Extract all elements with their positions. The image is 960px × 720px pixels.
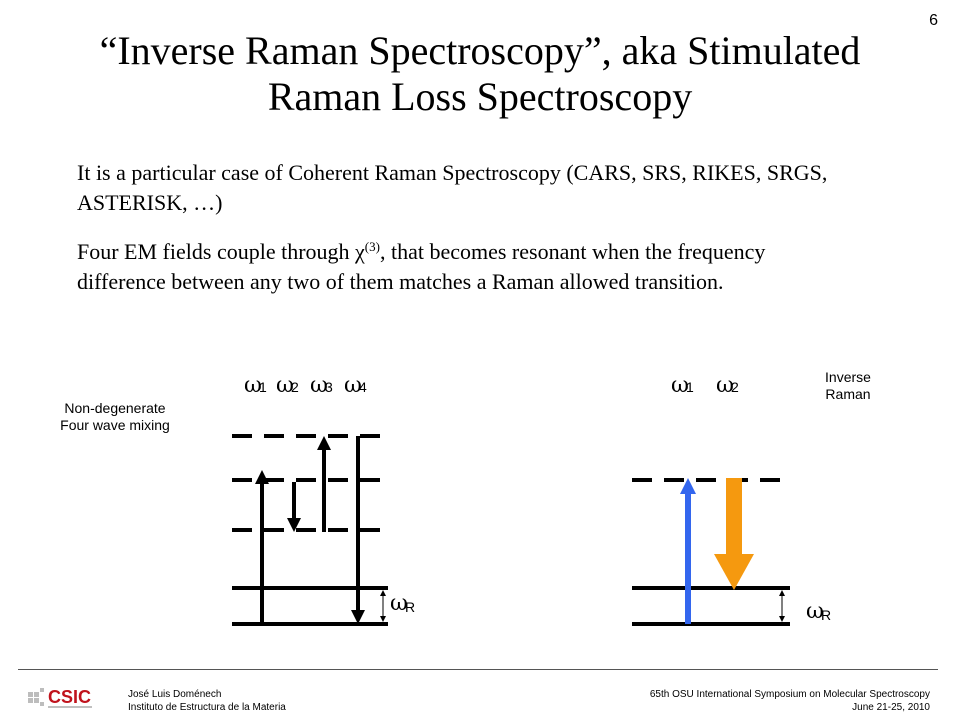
ir-omega-r-bracket-top bbox=[779, 590, 785, 596]
paragraph-coherent-raman: It is a particular case of Coherent Rama… bbox=[77, 160, 828, 215]
inverse-raman-label: Inverse Raman bbox=[808, 369, 888, 403]
ir-omega2-subscript: 2 bbox=[731, 379, 739, 395]
ir-stokes-arrowhead bbox=[714, 554, 754, 590]
omega4-subscript: 4 bbox=[359, 379, 367, 395]
omega-r-bracket-bottom bbox=[380, 616, 386, 622]
title-line-2: Raman Loss Spectroscopy bbox=[267, 74, 693, 119]
omega-r-symbol: ω bbox=[390, 591, 408, 616]
ir-omega1-subscript: 1 bbox=[686, 379, 694, 395]
paragraph2-text-after: , that becomes resonant when the frequen… bbox=[77, 239, 766, 294]
omega1-subscript: 1 bbox=[259, 379, 267, 395]
nondegenerate-label-line-2: Four wave mixing bbox=[60, 417, 170, 433]
omega1-symbol: ω bbox=[244, 373, 262, 398]
csic-logo-text: CSIC bbox=[48, 687, 91, 707]
omega4-arrowhead bbox=[351, 610, 365, 624]
ir-omega-r-symbol: ω bbox=[806, 599, 824, 624]
conference-dates: June 21-25, 2010 bbox=[852, 702, 930, 713]
omega4-symbol: ω bbox=[344, 373, 362, 398]
ir-stokes-arrow-shaft bbox=[726, 478, 742, 556]
omega1-arrowhead bbox=[255, 470, 269, 484]
paragraph-four-em-fields: Four EM fields couple through χ(3), that… bbox=[77, 232, 837, 297]
ir-omega-r-bracket-bottom bbox=[779, 616, 785, 622]
paragraph2-text-before: Four EM fields couple through bbox=[77, 239, 356, 264]
omega3-arrowhead bbox=[317, 436, 331, 450]
author-name: José Luis Doménech bbox=[128, 689, 222, 700]
slide-title: “Inverse Raman Spectroscopy”, aka Stimul… bbox=[40, 28, 920, 120]
ir-omega-r-subscript: R bbox=[821, 607, 831, 623]
conference-name: 65th OSU International Symposium on Mole… bbox=[649, 689, 930, 700]
chi-symbol: χ bbox=[355, 239, 365, 264]
ir-omega1-symbol: ω bbox=[671, 373, 689, 398]
footer-author: José Luis Doménech Instituto de Estructu… bbox=[128, 688, 286, 714]
title-line-1: “Inverse Raman Spectroscopy”, aka Stimul… bbox=[99, 28, 861, 73]
inverse-raman-label-line-2: Raman bbox=[825, 386, 871, 402]
csic-logo: CSIC bbox=[28, 687, 92, 708]
omega3-symbol: ω bbox=[310, 373, 328, 398]
omega3-subscript: 3 bbox=[325, 379, 333, 395]
author-institute: Instituto de Estructura de la Materia bbox=[128, 702, 286, 713]
ir-omega2-symbol: ω bbox=[716, 373, 734, 398]
omega2-subscript: 2 bbox=[291, 379, 299, 395]
omega2-arrowhead bbox=[287, 518, 301, 532]
slide-number: 6 bbox=[929, 12, 938, 29]
omega-r-subscript: R bbox=[405, 599, 415, 615]
footer-conference: 65th OSU International Symposium on Mole… bbox=[650, 688, 930, 714]
omega-r-bracket-top bbox=[380, 590, 386, 596]
omega2-symbol: ω bbox=[276, 373, 294, 398]
nondegenerate-label-line-1: Non-degenerate bbox=[64, 400, 166, 416]
fwm-diagram: ω 1 ω 2 ω 3 ω 4 ω R bbox=[232, 373, 415, 626]
csic-emblem-icon bbox=[28, 688, 44, 706]
footer-divider bbox=[18, 669, 938, 670]
inverse-raman-diagram: ω 1 ω 2 ω R bbox=[632, 373, 831, 626]
ir-pump-arrowhead bbox=[680, 478, 696, 494]
nondegenerate-fwm-label: Non-degenerate Four wave mixing bbox=[40, 400, 190, 434]
chi-order-superscript: (3) bbox=[364, 239, 380, 254]
inverse-raman-label-line-1: Inverse bbox=[825, 369, 871, 385]
